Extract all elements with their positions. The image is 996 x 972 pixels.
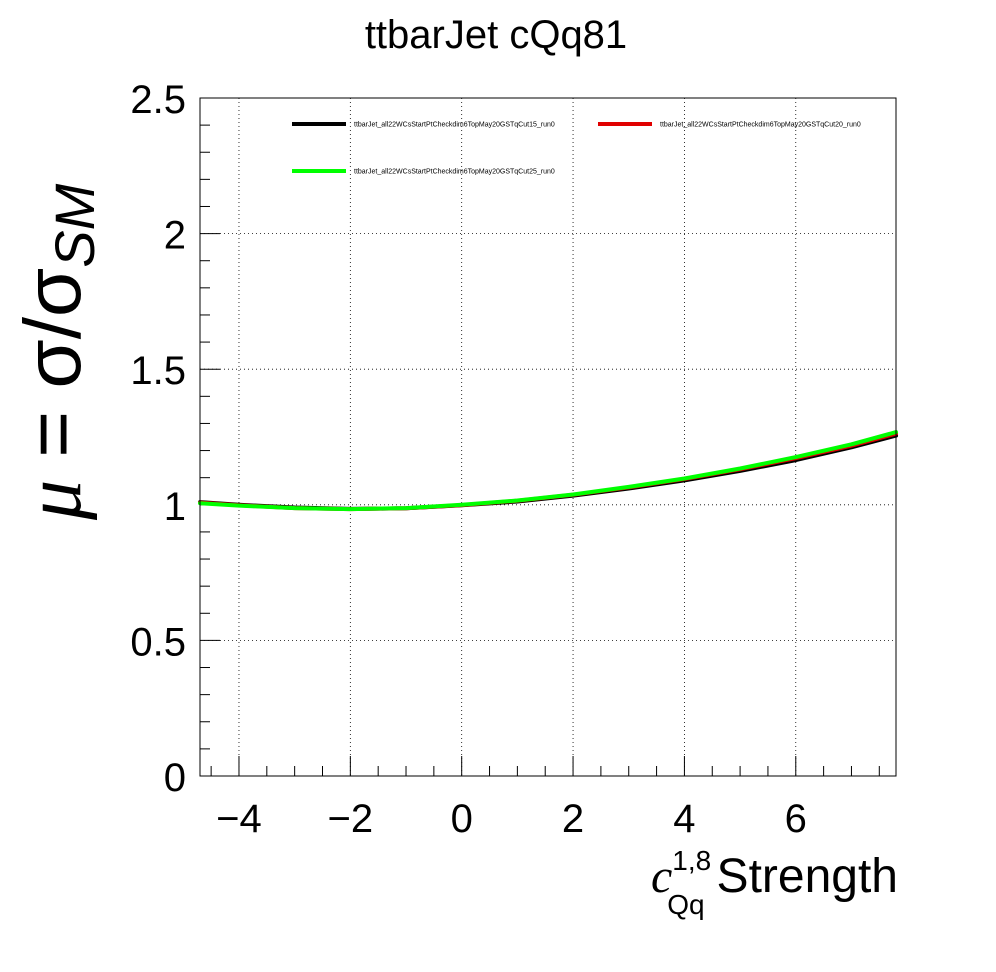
x-axis-label-text: Strength xyxy=(717,850,898,903)
x-tick-labels: −4 −2 0 2 4 6 xyxy=(216,797,807,841)
x-axis-label-var: c xyxy=(651,850,672,903)
y-tick-label: 0 xyxy=(164,756,186,800)
x-tick-label: 6 xyxy=(785,797,807,841)
y-tick-label: 2 xyxy=(164,214,186,258)
legend-label: ttbarJet_all22WCsStartPtCheckdim6TopMay2… xyxy=(660,122,861,129)
chart-title: ttbarJet cQq81 xyxy=(365,13,627,57)
x-tick-label: 0 xyxy=(451,797,473,841)
x-axis-label-sup: 1,8 xyxy=(672,845,711,876)
minor-ticks xyxy=(200,97,880,777)
y-axis-label-mu: μ xyxy=(10,480,98,521)
legend-label: ttbarJet_all22WCsStartPtCheckdim6TopMay2… xyxy=(354,169,555,176)
y-axis-label-sub: SM xyxy=(43,183,106,267)
legend: ttbarJet_all22WCsStartPtCheckdim6TopMay2… xyxy=(292,122,861,176)
y-tick-label: 2.5 xyxy=(130,78,186,122)
x-axis-label: c1,8 Qq Strength xyxy=(651,845,898,920)
grid xyxy=(200,98,896,776)
y-axis-label-rest: = σ/σ xyxy=(8,268,97,480)
series-line xyxy=(198,430,898,512)
plot-frame xyxy=(199,97,897,777)
x-tick-label: 2 xyxy=(562,797,584,841)
y-tick-label: 1 xyxy=(164,485,186,529)
series-layer xyxy=(198,430,898,512)
x-axis-label-sub: Qq xyxy=(667,889,704,920)
y-tick-labels: 0 0.5 1 1.5 2 2.5 xyxy=(130,78,186,800)
y-axis-label: μ = σ/σSM xyxy=(8,183,106,521)
y-tick-label: 0.5 xyxy=(130,620,186,664)
y-tick-label: 1.5 xyxy=(130,349,186,393)
legend-label: ttbarJet_all22WCsStartPtCheckdim6TopMay2… xyxy=(354,122,555,129)
x-tick-label: −4 xyxy=(216,797,262,841)
x-tick-label: −2 xyxy=(328,797,374,841)
x-tick-label: 4 xyxy=(673,797,695,841)
